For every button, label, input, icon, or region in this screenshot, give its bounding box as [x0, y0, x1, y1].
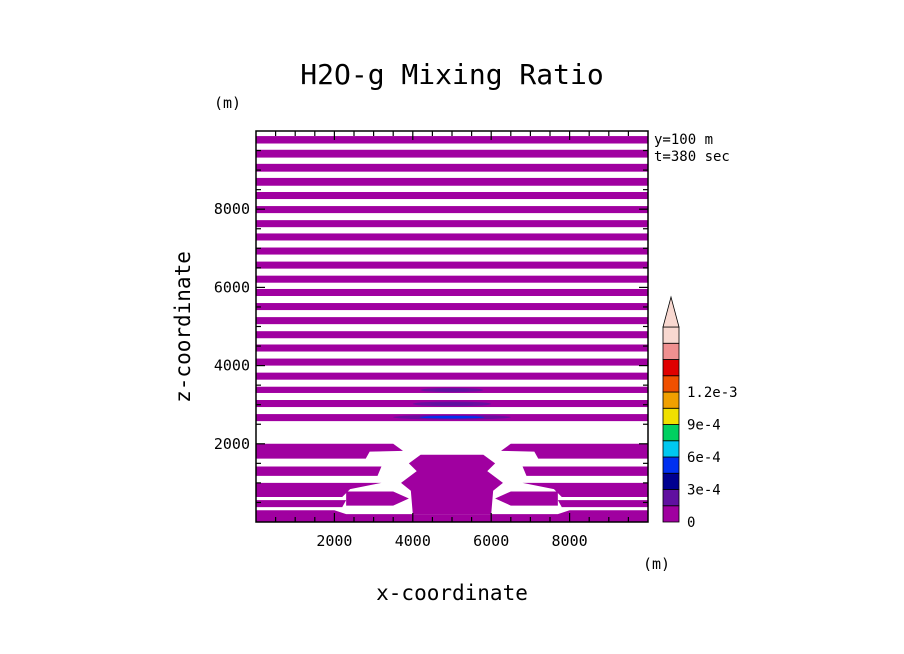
x-tick-label: 6000	[473, 532, 509, 550]
contour-fill-layer	[256, 136, 648, 522]
contour-band	[256, 317, 648, 325]
y-tick-label: 4000	[214, 357, 250, 375]
colorbar-swatch	[662, 424, 680, 442]
contour-band	[256, 220, 648, 228]
y-tick-label: 8000	[214, 200, 250, 218]
colorbar-swatch	[662, 440, 680, 458]
contour-band	[256, 177, 648, 186]
contour-core-inner	[419, 415, 485, 419]
x-tick-label: 8000	[552, 532, 588, 550]
contour-region	[522, 482, 648, 497]
x-tick-label: 4000	[395, 532, 431, 550]
colorbar-swatch	[662, 489, 680, 507]
contour-region	[495, 491, 558, 506]
contour-region	[256, 500, 347, 508]
y-tick-label: 6000	[214, 278, 250, 296]
colorbar-label: 0	[687, 515, 695, 531]
contour-band	[256, 331, 648, 339]
y-axis-label: z-coordinate	[171, 251, 195, 403]
contour-band	[256, 261, 648, 269]
chart-title: H2O-g Mixing Ratio	[300, 58, 603, 91]
colorbar-swatch	[662, 326, 680, 344]
x-axis-label: x-coordinate	[376, 581, 528, 605]
contour-core-inner	[434, 388, 470, 392]
contour-region	[256, 482, 382, 497]
y-tick-label: 2000	[214, 435, 250, 453]
plot-axes: 2000 4000 6000 8000 2000 4000 6000 8000	[214, 130, 649, 550]
contour-band	[256, 275, 648, 283]
contour-region	[256, 443, 403, 459]
contour-region	[557, 500, 648, 508]
contour-band	[256, 191, 648, 200]
colorbar-swatch	[662, 359, 680, 377]
contour-band	[256, 206, 648, 214]
colorbar-swatch	[662, 342, 680, 360]
annotation-t: t=380 sec	[654, 149, 730, 165]
contour-band	[256, 163, 648, 172]
contour-region	[501, 443, 648, 459]
colorbar-swatch	[662, 407, 680, 425]
contour-region	[522, 466, 648, 476]
contour-band	[256, 288, 648, 297]
contour-band	[256, 136, 648, 144]
contour-band	[256, 149, 648, 158]
contour-core-inner	[430, 402, 474, 406]
x-tick-label: 2000	[316, 532, 352, 550]
colorbar-swatch	[662, 391, 680, 409]
contour-band	[256, 358, 648, 366]
colorbar-swatch	[662, 505, 680, 523]
contour-band	[256, 303, 648, 311]
colorbar-label: 1.2e-3	[687, 385, 738, 401]
colorbar-extend-arrow	[662, 295, 680, 328]
contour-band	[256, 247, 648, 255]
contour-band	[256, 344, 648, 352]
colorbar-swatch	[662, 375, 680, 393]
y-unit-label: (m)	[214, 94, 241, 112]
contour-region	[346, 491, 409, 506]
colorbar-swatch	[662, 456, 680, 474]
contour-region	[256, 466, 382, 476]
annotation-y: y=100 m	[654, 132, 713, 148]
colorbar-label: 6e-4	[687, 450, 721, 466]
colorbar-label: 9e-4	[687, 418, 721, 434]
contour-band	[256, 372, 648, 380]
colorbar: 0 3e-4 6e-4 9e-4 1.2e-3	[662, 295, 738, 531]
contour-band	[256, 233, 648, 241]
contour-region	[401, 454, 503, 515]
colorbar-label: 3e-4	[687, 483, 721, 499]
x-unit-label: (m)	[643, 555, 670, 573]
colorbar-swatch	[662, 472, 680, 490]
